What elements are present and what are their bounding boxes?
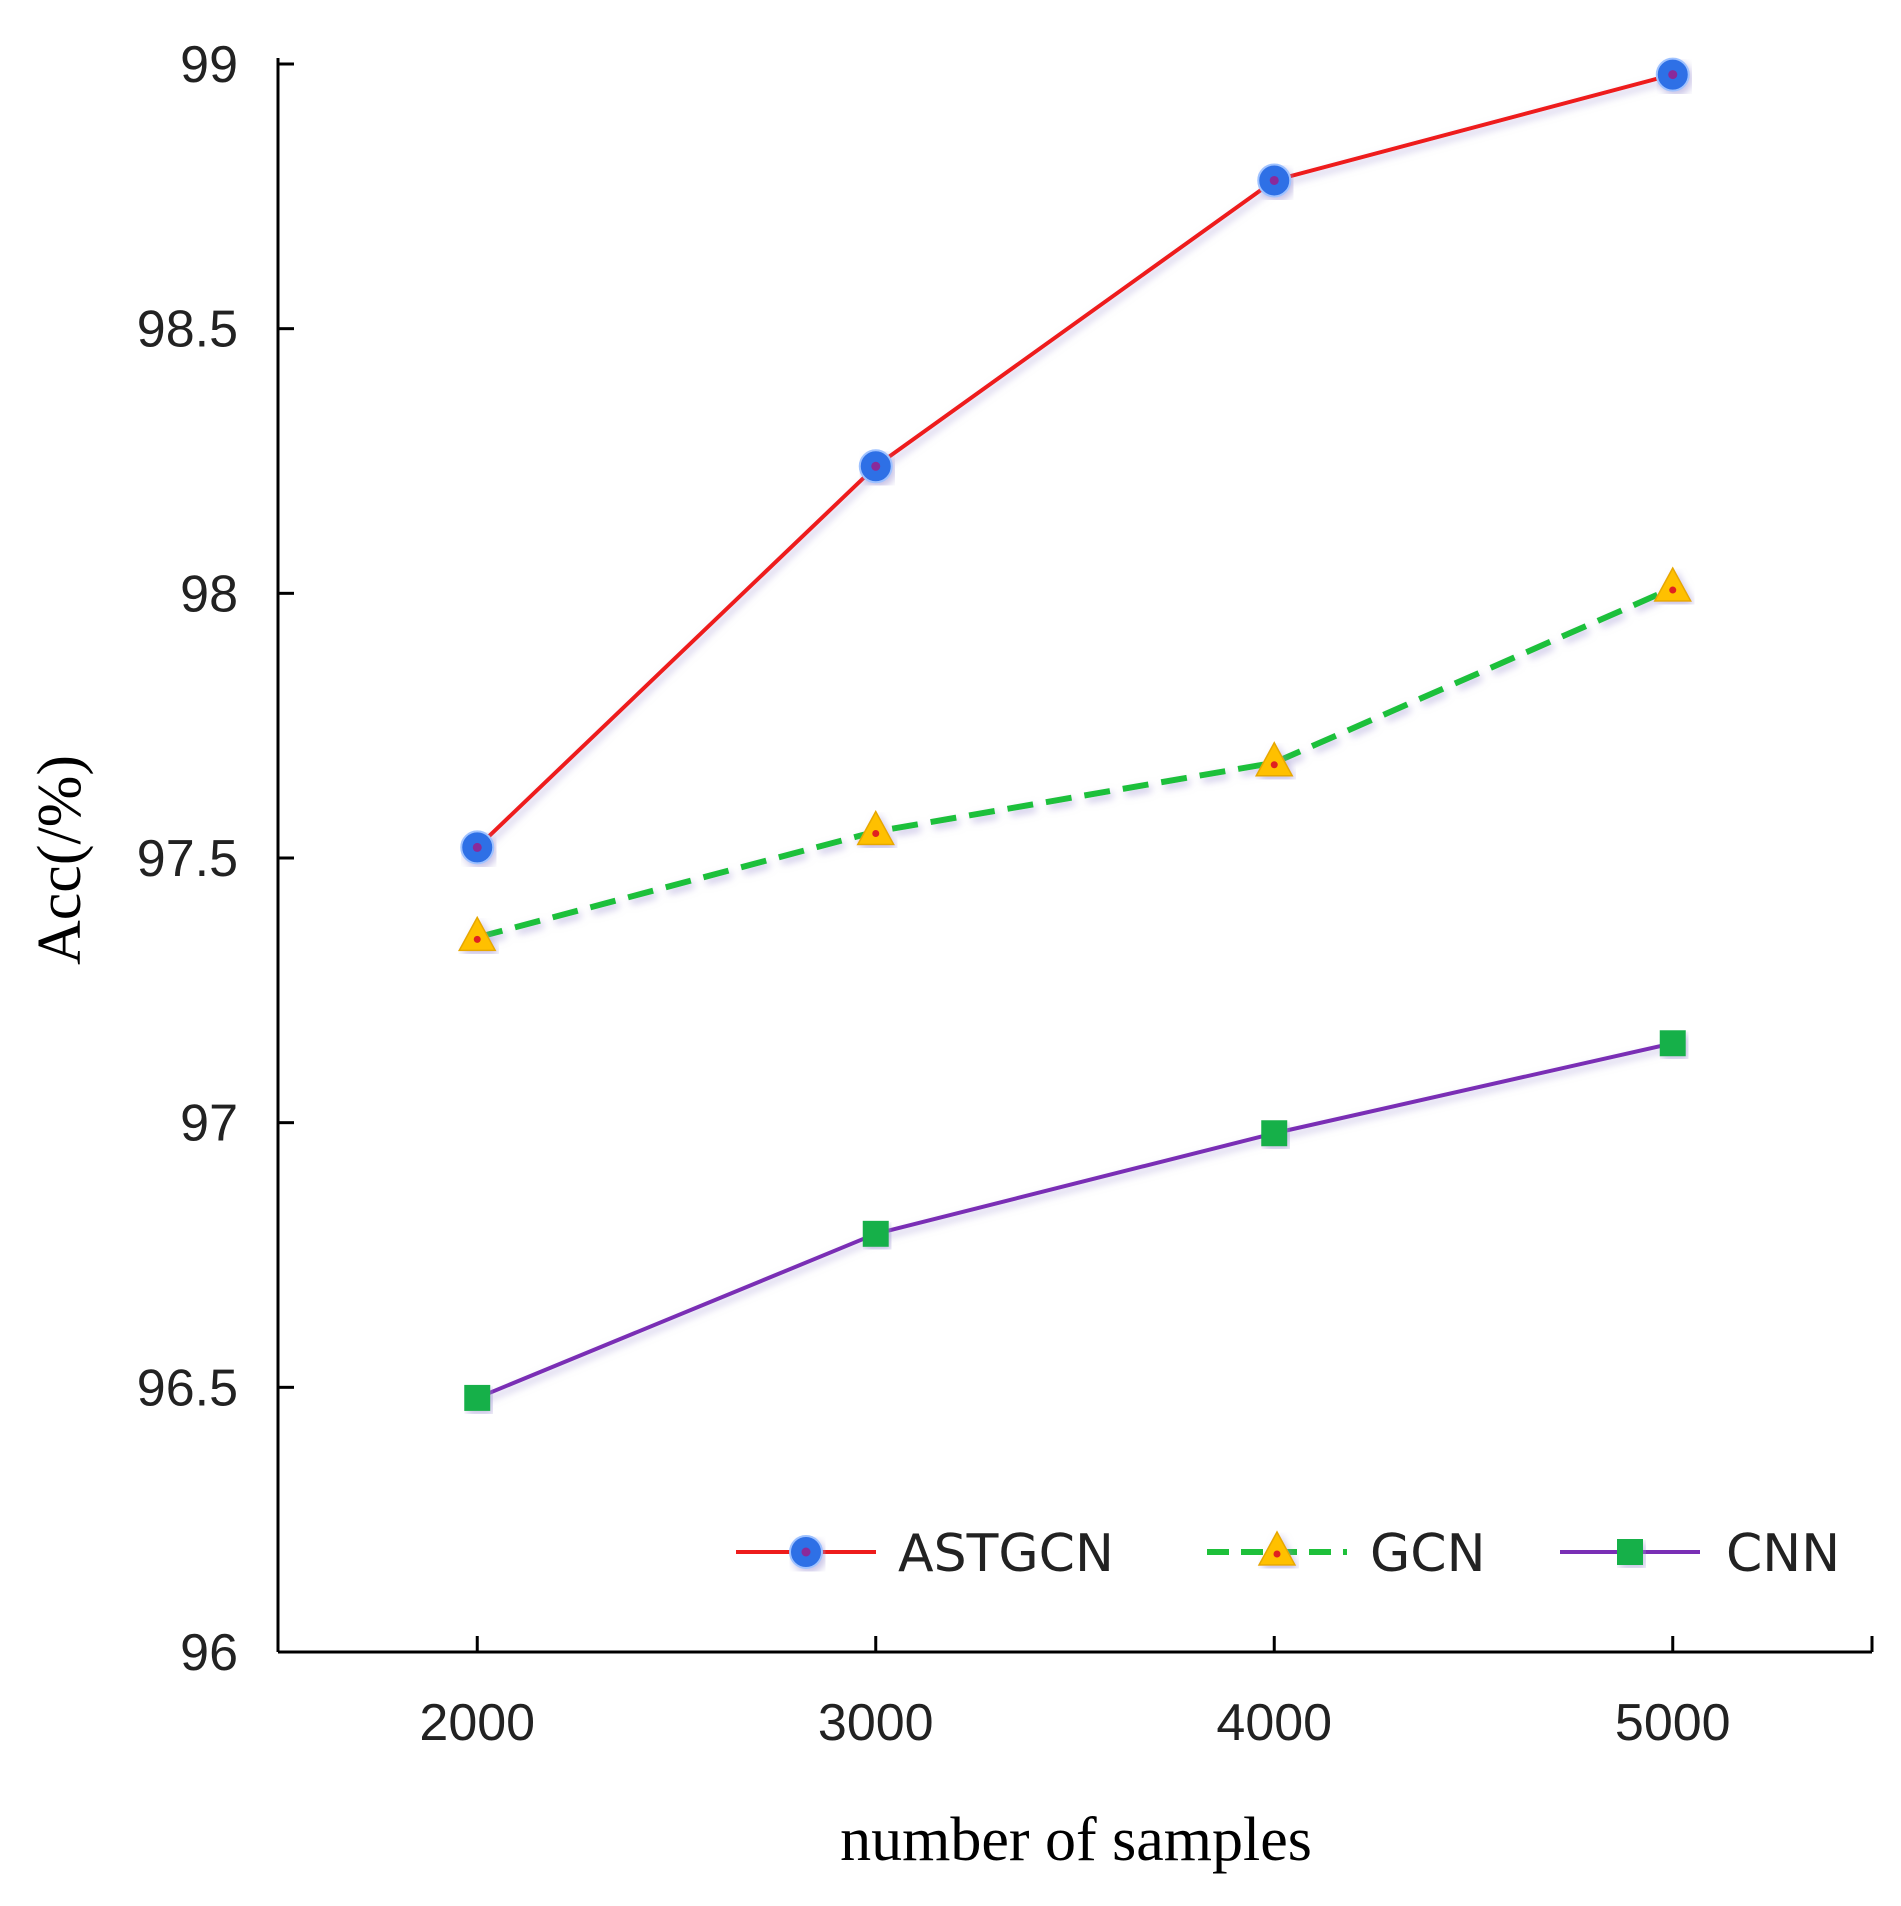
legend-marker-astgcn-center [801,1547,811,1557]
y-tick-label: 98.5 [137,301,238,359]
gcn-point [856,809,896,846]
x-tick-label: 4000 [1216,1694,1332,1752]
y-tick-label: 96.5 [137,1359,238,1417]
cnn-point [464,1384,491,1411]
gcn-point-center [872,830,880,838]
astgcn-point-center [871,461,881,471]
cnn-point [862,1220,889,1247]
y-tick-label: 98 [180,565,238,623]
astgcn-point-center [1668,70,1678,80]
cnn-point [1261,1120,1288,1147]
gcn-point [1653,566,1693,602]
gcn-point-center [1270,761,1278,769]
legend-marker-gcn-center [1273,1550,1281,1558]
gcn-point-center [473,935,481,943]
legend-label-astgcn: ASTGCN [898,1524,1114,1584]
axes: 96 96.5 97 97.5 98 98.5 99 2000 3000 4000 5000 [137,36,1874,1752]
astgcn-point-center [472,842,482,852]
legend-marker-gcn [1257,1530,1297,1566]
y-tick-label: 99 [180,36,238,94]
y-tick-label: 96 [180,1624,238,1682]
cnn-point [1659,1030,1686,1057]
y-tick-label: 97 [180,1095,238,1153]
legend: ASTGCN GCN CNN [736,1524,1840,1584]
series-line-gcn [476,585,1674,941]
x-tick-label: 5000 [1615,1694,1731,1752]
x-axis-title: number of samples [840,1806,1312,1874]
series-gcn [457,566,1693,952]
series-astgcn [460,57,1690,865]
astgcn-point-center [1269,175,1279,185]
series-line-astgcn [475,72,1674,849]
y-tick-label: 97.5 [137,830,238,888]
series-line-cnn [476,1041,1674,1400]
legend-marker-cnn [1617,1539,1643,1565]
gcn-point-center [1669,586,1677,594]
series-cnn [464,1030,1686,1411]
legend-label-gcn: GCN [1370,1524,1486,1584]
gcn-point [1254,741,1294,777]
x-tick-label: 2000 [419,1694,535,1752]
series-layer [457,57,1693,1411]
y-axis-title: Acc(/%) [26,755,94,965]
x-tick-label: 3000 [818,1694,934,1752]
legend-label-cnn: CNN [1726,1524,1840,1584]
gcn-point [457,915,497,952]
